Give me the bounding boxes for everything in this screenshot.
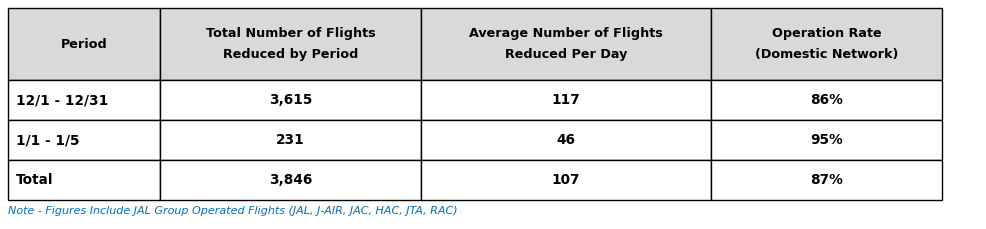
Bar (421, 80, 710, 120)
Text: 3,846: 3,846 (268, 173, 312, 187)
Text: 117: 117 (551, 93, 580, 107)
Bar (8, 80, 160, 120)
Bar (710, 160, 941, 200)
Text: Period: Period (60, 38, 107, 51)
Bar (160, 8, 421, 80)
Bar (160, 80, 421, 120)
Text: Note - Figures Include JAL Group Operated Flights (JAL, J-AIR, JAC, HAC, JTA, RA: Note - Figures Include JAL Group Operate… (8, 206, 458, 216)
Bar (710, 8, 941, 80)
Bar (421, 120, 710, 160)
Text: 86%: 86% (810, 93, 842, 107)
Text: 107: 107 (551, 173, 580, 187)
Bar (8, 120, 160, 160)
Bar (160, 160, 421, 200)
Bar (160, 120, 421, 160)
Text: 46: 46 (556, 133, 575, 147)
Text: 1/1 - 1/5: 1/1 - 1/5 (16, 133, 80, 147)
Bar (710, 80, 941, 120)
Text: 95%: 95% (810, 133, 842, 147)
Bar (421, 160, 710, 200)
Text: 12/1 - 12/31: 12/1 - 12/31 (16, 93, 108, 107)
Bar (8, 8, 160, 80)
Text: Total: Total (16, 173, 53, 187)
Text: Operation Rate
(Domestic Network): Operation Rate (Domestic Network) (754, 27, 897, 61)
Text: Total Number of Flights
Reduced by Period: Total Number of Flights Reduced by Perio… (205, 27, 375, 61)
Bar (710, 120, 941, 160)
Text: 87%: 87% (810, 173, 842, 187)
Text: 231: 231 (276, 133, 305, 147)
Text: 3,615: 3,615 (268, 93, 312, 107)
Bar (8, 160, 160, 200)
Text: Average Number of Flights
Reduced Per Day: Average Number of Flights Reduced Per Da… (468, 27, 663, 61)
Bar (421, 8, 710, 80)
